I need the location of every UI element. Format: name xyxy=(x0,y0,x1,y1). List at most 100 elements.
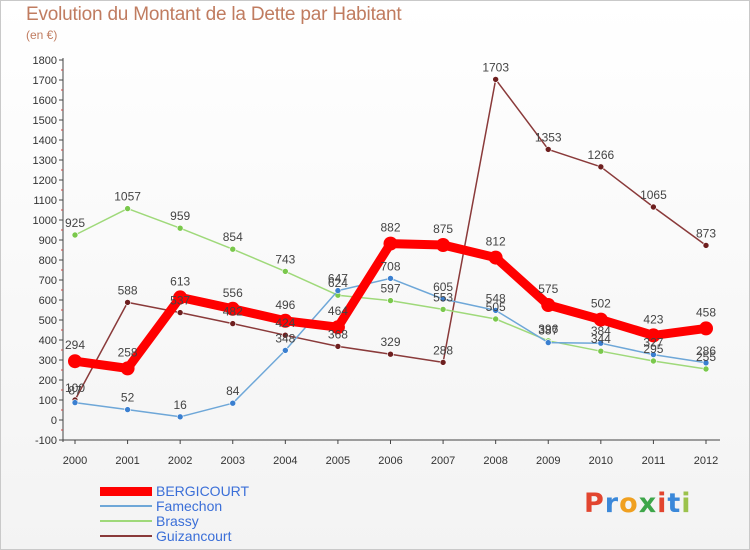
data-label-bergicourt: 458 xyxy=(696,305,716,319)
data-label-brassy: 743 xyxy=(275,252,295,266)
data-label-bergicourt: 294 xyxy=(65,338,85,352)
x-tick-label: 2001 xyxy=(115,455,139,467)
data-point-brassy xyxy=(229,245,237,253)
y-tick-label: 800 xyxy=(39,255,57,267)
data-label-brassy: 624 xyxy=(328,276,348,290)
data-label-famechon: 384 xyxy=(591,324,611,338)
y-tick-label: 900 xyxy=(39,235,57,247)
logo-letter: r xyxy=(604,488,620,519)
legend-label-guizancourt: Guizancourt xyxy=(156,528,232,544)
data-label-brassy: 959 xyxy=(170,209,190,223)
data-point-famechon xyxy=(650,351,657,358)
y-tick-label: 100 xyxy=(39,395,57,407)
data-point-brassy xyxy=(282,268,289,275)
x-tick-label: 2002 xyxy=(168,455,192,467)
data-point-guizancourt xyxy=(282,331,289,339)
y-tick-label: 1700 xyxy=(33,75,57,87)
x-tick-label: 2011 xyxy=(642,455,666,467)
x-tick-label: 2009 xyxy=(536,455,560,467)
data-label-bergicourt: 613 xyxy=(170,274,190,288)
y-tick-label: 1000 xyxy=(33,215,57,227)
data-label-famechon: 327 xyxy=(643,336,663,350)
data-point-guizancourt xyxy=(439,359,447,366)
data-point-famechon xyxy=(334,287,342,294)
data-label-famechon: 387 xyxy=(538,324,558,338)
data-point-bergicourt xyxy=(699,321,713,336)
data-label-famechon: 87 xyxy=(68,384,82,398)
data-point-famechon xyxy=(702,359,710,367)
x-tick-label: 2007 xyxy=(431,455,455,467)
data-point-bergicourt xyxy=(488,250,503,265)
data-label-brassy: 925 xyxy=(65,216,85,230)
data-label-guizancourt: 368 xyxy=(328,327,348,341)
data-label-bergicourt: 464 xyxy=(328,304,348,318)
data-point-bergicourt xyxy=(383,236,398,251)
data-point-bergicourt xyxy=(225,301,240,316)
data-label-guizancourt: 873 xyxy=(696,226,716,240)
data-label-guizancourt: 1266 xyxy=(587,148,614,162)
data-point-brassy xyxy=(71,231,79,239)
data-point-guizancourt xyxy=(334,343,342,350)
chart-title: Evolution du Montant de la Dette par Hab… xyxy=(26,4,402,25)
data-point-brassy xyxy=(492,315,499,323)
data-point-guizancourt xyxy=(387,350,394,358)
y-tick-label: 1400 xyxy=(33,135,57,147)
data-label-guizancourt: 100 xyxy=(65,381,85,395)
data-label-brassy: 597 xyxy=(380,282,400,296)
x-tick-label: 2006 xyxy=(378,455,402,467)
data-point-brassy xyxy=(124,205,131,212)
data-label-brassy: 295 xyxy=(643,342,663,356)
legend-item-famechon: Famechon xyxy=(100,498,340,514)
data-label-famechon: 52 xyxy=(121,391,135,405)
data-label-bergicourt: 258 xyxy=(118,345,138,359)
data-point-brassy xyxy=(176,224,184,232)
data-label-bergicourt: 812 xyxy=(486,235,506,249)
y-tick-label: -100 xyxy=(35,435,57,447)
data-label-guizancourt: 537 xyxy=(170,294,190,308)
data-point-famechon xyxy=(71,399,79,406)
y-tick-label: 1500 xyxy=(33,115,57,127)
x-tick-label: 2005 xyxy=(326,455,350,467)
data-point-guizancourt xyxy=(229,320,237,327)
data-label-famechon: 605 xyxy=(433,280,453,294)
data-label-bergicourt: 496 xyxy=(275,298,295,312)
data-point-brassy xyxy=(387,297,394,304)
y-tick-label: 1600 xyxy=(33,95,57,107)
data-point-bergicourt xyxy=(68,354,82,369)
data-point-bergicourt xyxy=(541,298,556,312)
legend-swatch-guizancourt xyxy=(100,535,152,537)
y-tick-label: 300 xyxy=(39,355,57,367)
legend-label-bergicourt: BERGICOURT xyxy=(156,483,250,499)
y-tick-label: 1100 xyxy=(33,195,57,207)
data-label-guizancourt: 1065 xyxy=(640,188,667,202)
data-point-guizancourt xyxy=(176,309,184,316)
data-point-famechon xyxy=(387,275,394,282)
logo-letter: o xyxy=(619,488,639,519)
data-label-guizancourt: 288 xyxy=(433,343,453,357)
y-tick-label: 200 xyxy=(39,375,57,387)
y-tick-label: 1300 xyxy=(33,155,57,167)
data-label-guizancourt: 588 xyxy=(118,283,138,297)
legend-label-brassy: Brassy xyxy=(156,513,199,529)
legend-swatch-famechon xyxy=(100,505,152,507)
data-label-brassy: 854 xyxy=(223,230,243,244)
data-label-bergicourt: 875 xyxy=(433,222,453,236)
y-tick-label: 600 xyxy=(39,295,57,307)
data-label-famechon: 286 xyxy=(696,344,716,358)
data-point-guizancourt xyxy=(544,146,552,153)
data-point-famechon xyxy=(544,339,552,346)
x-tick-label: 2012 xyxy=(694,455,718,467)
data-label-bergicourt: 575 xyxy=(538,282,558,296)
legend-item-brassy: Brassy xyxy=(100,513,340,529)
data-label-guizancourt: 424 xyxy=(275,316,295,330)
data-label-guizancourt: 1703 xyxy=(482,60,509,74)
logo-letter: t xyxy=(667,488,682,519)
chart-axes: -100 0 100 200 300 400 500 600 700 800 900 1000 1100… xyxy=(33,55,720,467)
data-point-famechon xyxy=(176,413,184,421)
x-tick-label: 2008 xyxy=(483,455,507,467)
chart-data-labels: 100 588 537 482 424 368 329 288 1703 1353 1266 1065… xyxy=(65,60,716,411)
proxiti-logo: Proxiti xyxy=(584,488,692,519)
x-tick-label: 2003 xyxy=(221,455,245,467)
data-point-guizancourt xyxy=(650,203,657,211)
